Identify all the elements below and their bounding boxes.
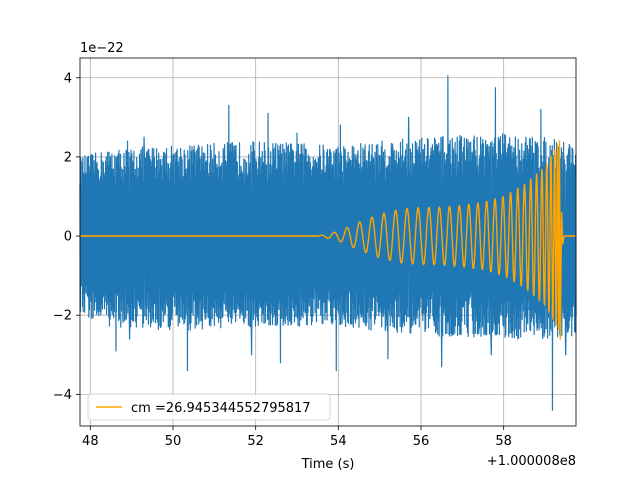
noise-series xyxy=(79,75,577,411)
signal-series xyxy=(80,140,576,340)
x-axis-label: Time (s) xyxy=(301,457,355,472)
y-tick-label: 4 xyxy=(64,71,72,86)
signal-chirp xyxy=(317,140,565,340)
x-tick-label: 56 xyxy=(413,434,430,449)
legend-entry-label: cm =26.945344552795817 xyxy=(131,401,311,416)
x-tick-label: 54 xyxy=(330,434,347,449)
y-tick-label: −4 xyxy=(53,388,72,403)
x-tick-label: 50 xyxy=(165,434,182,449)
y-tick-label: 2 xyxy=(64,150,72,165)
plot-frame xyxy=(79,57,577,427)
x-tick-label: 58 xyxy=(495,434,512,449)
legend-box xyxy=(87,393,331,421)
x-offset-label: +1.000008e8 xyxy=(487,454,576,469)
noise-trace xyxy=(79,75,577,411)
x-tick-label: 52 xyxy=(247,434,264,449)
y-tick-label: −2 xyxy=(53,309,72,324)
x-tick-label: 48 xyxy=(82,434,99,449)
y-tick-label: 0 xyxy=(64,230,72,245)
legend: cm =26.945344552795817 xyxy=(87,393,331,421)
y-axis-ticks: −4 −2 0 2 4 xyxy=(53,71,80,403)
y-scale-label: 1e−22 xyxy=(80,41,124,56)
x-axis-ticks: 48 50 52 54 56 58 xyxy=(82,426,512,449)
